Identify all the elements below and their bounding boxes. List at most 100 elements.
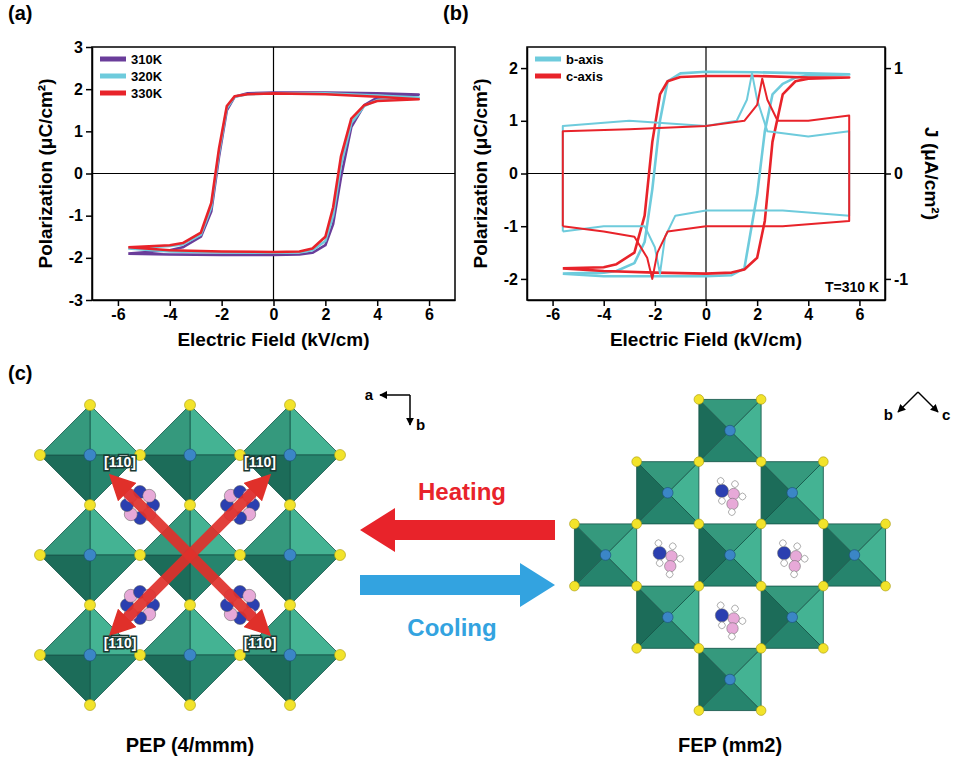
- halide-atom: [85, 600, 96, 611]
- organic-cation: [644, 533, 690, 579]
- octahedron: [140, 605, 240, 705]
- halide-atom: [35, 550, 46, 561]
- cation-atom: [727, 507, 736, 516]
- current-line: [563, 73, 849, 273]
- tick-label: 2: [74, 81, 83, 98]
- halide-atom: [754, 579, 768, 593]
- octahedron-face: [140, 455, 190, 505]
- tick-mark: [273, 300, 275, 306]
- panel-label: (c): [8, 362, 32, 384]
- tick: -6: [111, 300, 125, 323]
- cation-atom: [738, 492, 747, 501]
- tick: 6: [855, 300, 864, 323]
- cation-atom: [243, 589, 256, 602]
- halide-atom: [235, 650, 246, 661]
- metal-atom: [84, 549, 96, 561]
- metal-atom: [84, 649, 96, 661]
- cation-atom: [800, 554, 809, 563]
- tick-label: -1: [894, 271, 908, 288]
- tick: -4: [163, 300, 177, 323]
- halide-atom: [35, 450, 46, 461]
- halide-atom: [285, 700, 296, 711]
- tick-label: -1: [504, 218, 518, 235]
- octahedron-face: [240, 655, 290, 705]
- tick-label: -6: [111, 306, 125, 323]
- octahedron-face: [823, 493, 885, 555]
- octahedron: [240, 505, 340, 605]
- polarization-line: [128, 93, 418, 255]
- octahedron-face: [40, 405, 90, 455]
- annotation: T=310 K: [825, 279, 879, 295]
- tick-mark: [885, 279, 891, 281]
- octahedron-face: [90, 405, 140, 455]
- tick-label: -6: [546, 306, 560, 323]
- crystal-axis-arrow: [409, 395, 411, 425]
- y2-axis: -1 0 1: [885, 48, 908, 301]
- tick: 4: [804, 300, 813, 323]
- tick-label: 0: [702, 306, 711, 323]
- tick: -2: [648, 300, 662, 323]
- legend-swatch: [100, 57, 126, 62]
- tick: 3: [74, 39, 92, 56]
- octahedron-face: [290, 655, 340, 705]
- halide-atom: [692, 393, 706, 407]
- octahedron-face: [40, 455, 90, 505]
- direction-label: [11̅0]: [104, 454, 136, 470]
- tick: -6: [546, 300, 560, 323]
- transition-label: Cooling: [407, 614, 496, 641]
- cation-atom: [668, 542, 677, 551]
- tick-mark: [86, 258, 92, 260]
- tick: 1: [509, 112, 527, 129]
- tick: 0: [702, 300, 711, 323]
- halide-atom: [630, 641, 644, 655]
- cation-atom: [716, 601, 725, 610]
- cation-atom: [792, 542, 801, 551]
- tick: 2: [753, 300, 762, 323]
- direction-label: [110]: [244, 454, 276, 470]
- structure-panel: (c)[11̅0][110][1̅1̅0][1̅10]PEP (4/mmm)FE…: [8, 361, 950, 756]
- tick: 2: [321, 300, 330, 323]
- halide-atom: [692, 704, 706, 718]
- tick-mark: [885, 173, 891, 175]
- polarization-line: [563, 76, 849, 274]
- tick-mark: [521, 121, 527, 123]
- octahedron-face: [190, 405, 240, 455]
- tick-label: 0: [74, 165, 83, 182]
- tick: 0: [885, 165, 903, 182]
- halide-atom: [335, 450, 346, 461]
- metal-atom: [598, 548, 613, 563]
- tick-label: -1: [69, 207, 83, 224]
- tick-mark: [885, 68, 891, 70]
- tick: -3: [69, 292, 92, 309]
- polarization-line: [128, 93, 418, 252]
- halide-atom: [816, 455, 830, 469]
- tick: 6: [425, 300, 434, 323]
- tick-label: 1: [509, 112, 518, 129]
- legend: b-axisc-axis: [535, 52, 604, 84]
- tick-label: -2: [215, 306, 229, 323]
- halide-atom: [630, 517, 644, 531]
- octahedron-face: [699, 368, 761, 430]
- cation-atom: [727, 632, 736, 641]
- octahedron: [668, 617, 792, 741]
- halide-atom: [568, 517, 582, 531]
- metal-atom: [284, 649, 296, 661]
- halide-atom: [692, 579, 706, 593]
- metal-atom: [660, 610, 675, 625]
- metal-atom: [184, 449, 196, 461]
- tick-label: 1: [894, 60, 903, 77]
- tick-label: -3: [69, 292, 83, 309]
- tick-mark: [86, 131, 92, 133]
- octahedron-face: [90, 655, 140, 705]
- tick-label: 0: [270, 306, 279, 323]
- halide-atom: [135, 650, 146, 661]
- tick-mark: [655, 300, 657, 306]
- halide-atom: [135, 450, 146, 461]
- plot-frame: [527, 47, 885, 300]
- cation-atom: [778, 538, 787, 547]
- octahedron: [40, 505, 140, 605]
- halide-atom: [754, 704, 768, 718]
- octahedron-face: [290, 605, 340, 655]
- tick: -2: [504, 271, 527, 288]
- octahedron-face: [290, 455, 340, 505]
